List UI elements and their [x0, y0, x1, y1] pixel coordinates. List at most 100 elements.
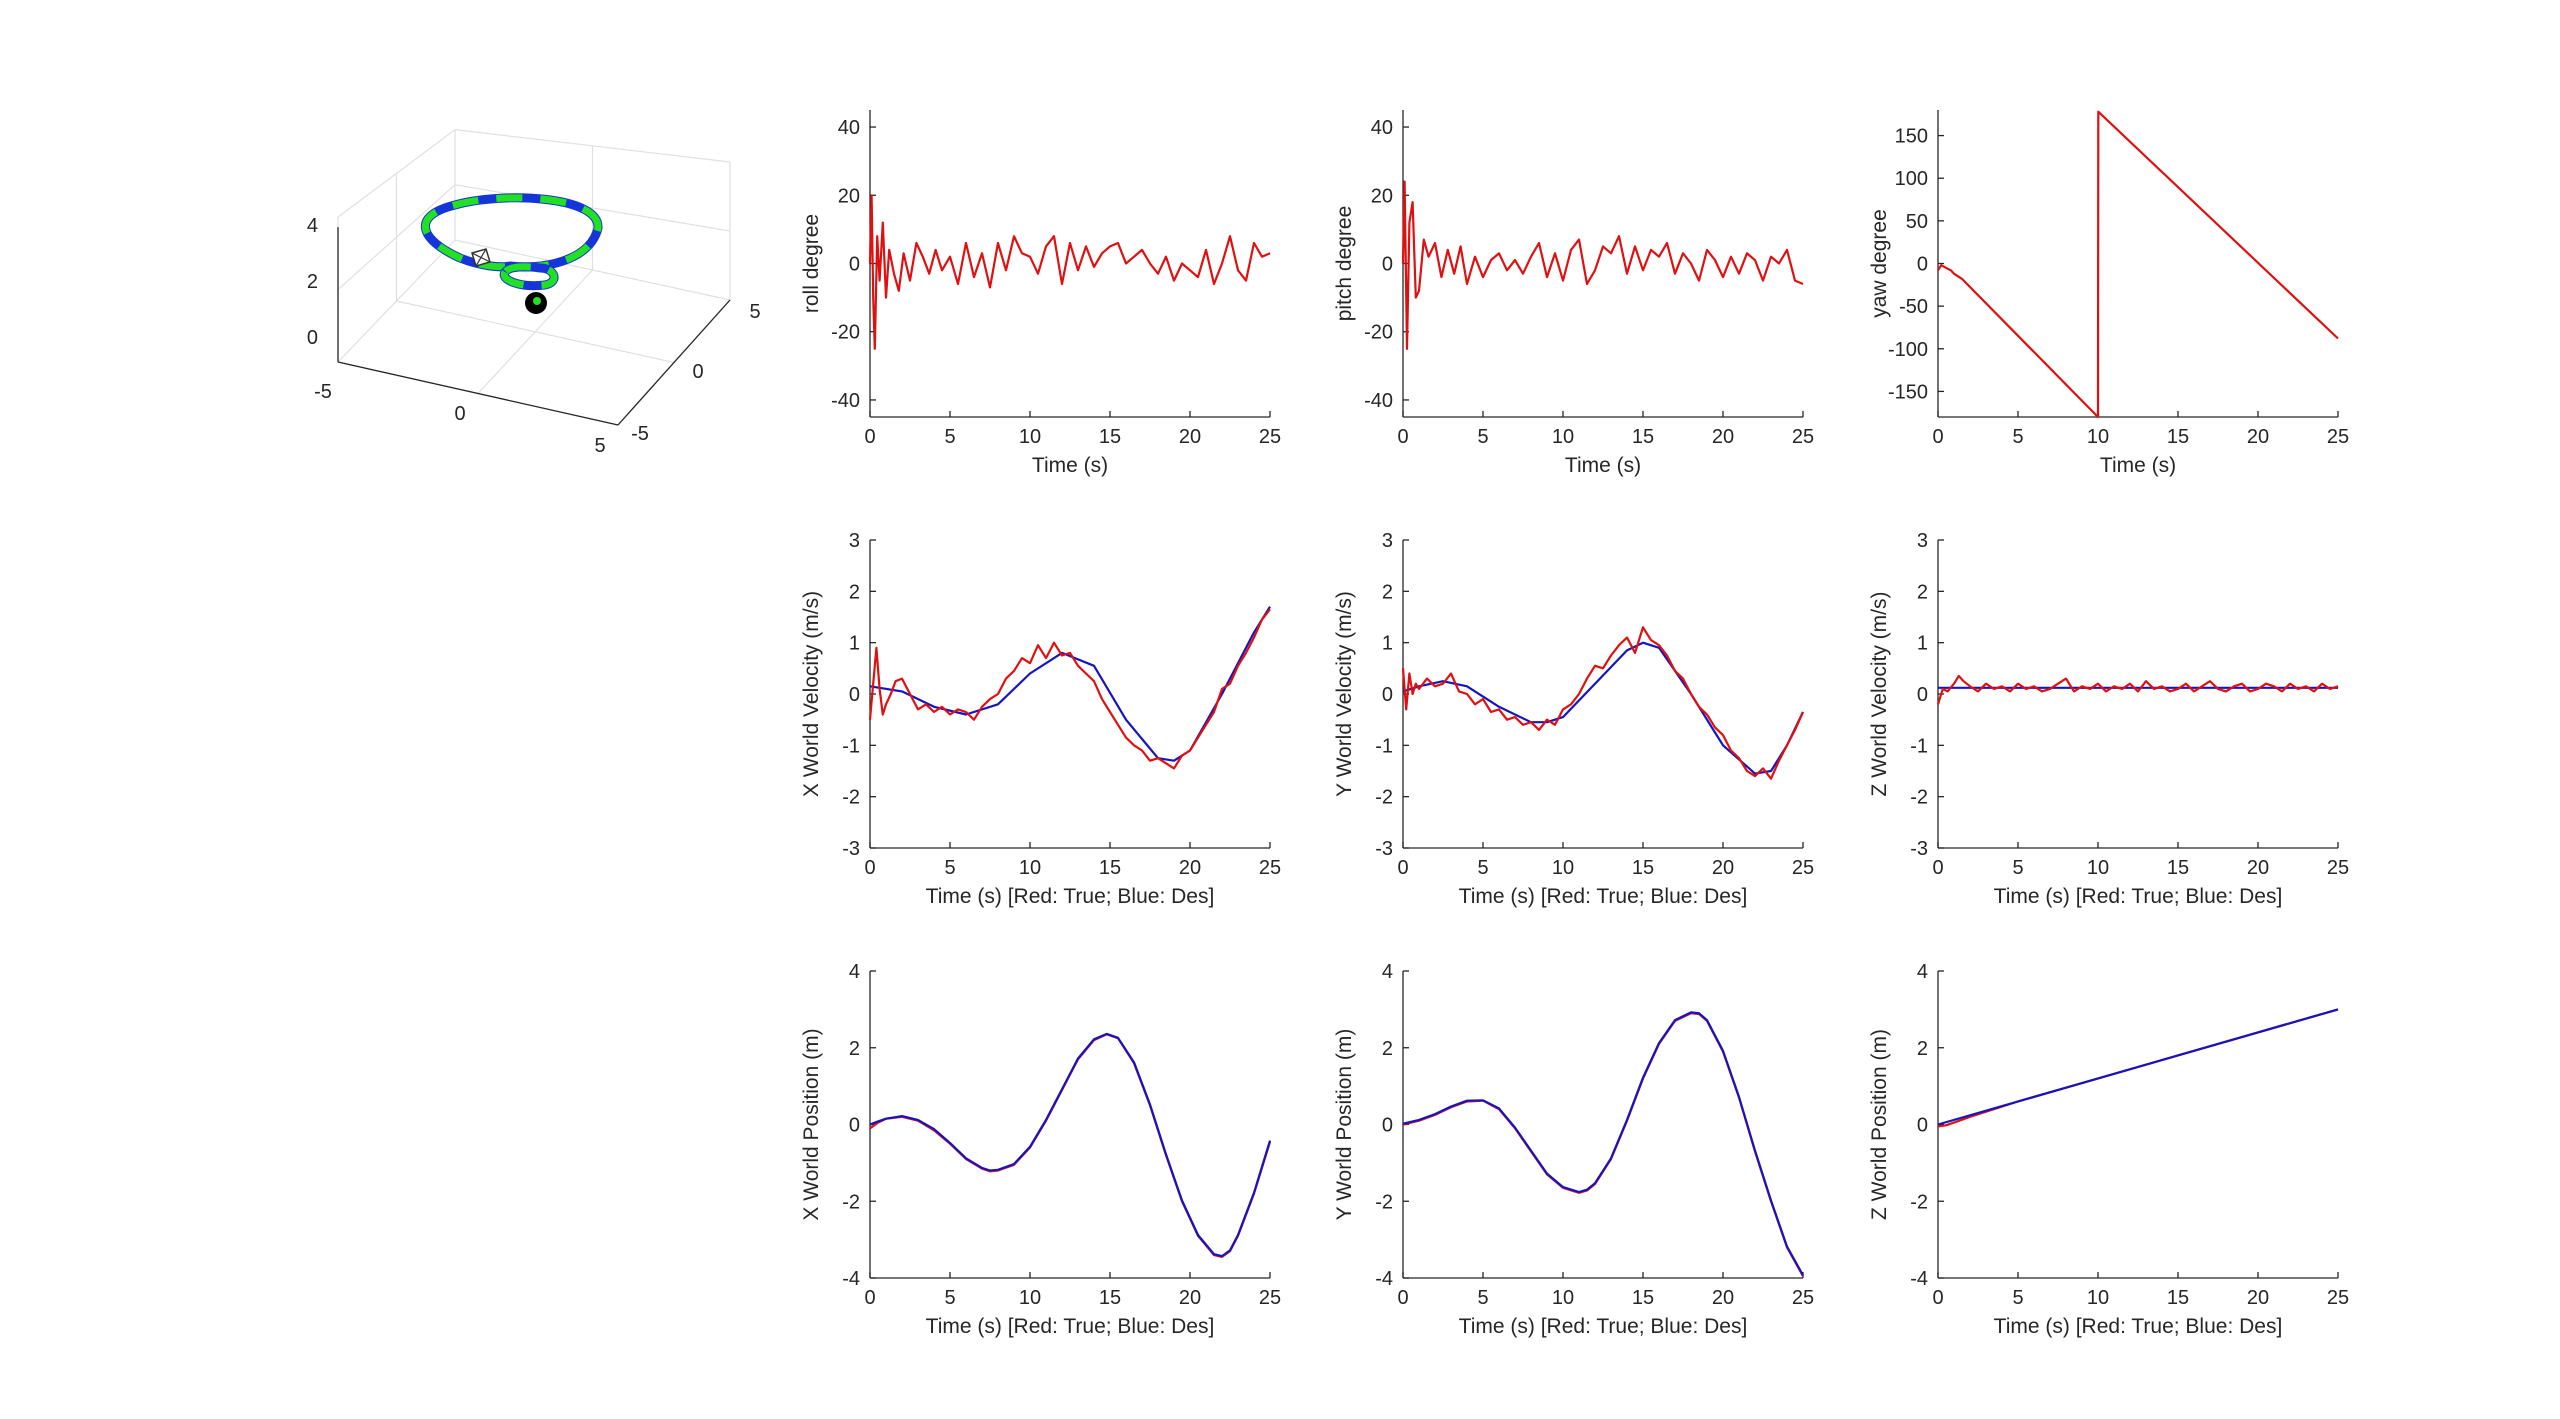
y-axis-label: pitch degree — [1333, 206, 1356, 322]
series-line-red — [1401, 180, 1804, 350]
x-tick-label: 20 — [2247, 857, 2269, 879]
subplot-zpos: 0 5 10 15 20 25 -4 -2 0 2 4 Time (s) [Red: True; Bl… — [1868, 961, 2349, 1338]
x-axis-label: Time (s) [Red: True; Blue: Des] — [926, 885, 1215, 908]
y-axis-label: yaw degree — [1868, 209, 1891, 318]
y-tick-label: -4 — [1910, 1268, 1928, 1290]
y-tick-label: -2 — [842, 787, 860, 809]
y-tick-label: -40 — [1364, 390, 1393, 412]
y-tick-label: 0 — [849, 254, 860, 276]
x-tick-label: 5 — [944, 1287, 955, 1309]
x-tick-label-3d: 5 — [594, 435, 605, 457]
x-tick-label: 25 — [2327, 1287, 2349, 1309]
y-tick-label: 4 — [1917, 961, 1928, 983]
x-tick-label: 15 — [2167, 426, 2189, 448]
y-tick-label: 0 — [1382, 1115, 1393, 1137]
subplot-zvel: 0 5 10 15 20 25 -3 -2 -1 0 1 2 3 Time (s) [Red: True;… — [1868, 530, 2349, 908]
y-tick-label: 1 — [849, 633, 860, 655]
subplot-yvel: 0 5 10 15 20 25 -3 -2 -1 0 1 2 3 Time (s) [Red: True;… — [1333, 530, 1814, 908]
series-line-red — [1402, 1012, 1804, 1277]
subplot-yaw: 0 5 10 15 20 25 -150 -100 -50 0 50 100 150 Time (s) ya… — [1868, 110, 2349, 477]
x-tick-label: 25 — [1259, 426, 1281, 448]
y-tick-label: 2 — [1917, 1038, 1928, 1060]
y-tick-label: 3 — [849, 530, 860, 552]
x-tick-label: 5 — [1477, 1287, 1488, 1309]
y-tick-label: 2 — [1382, 581, 1393, 603]
x-tick-label: 25 — [1792, 857, 1814, 879]
y-tick-label: 1 — [1917, 633, 1928, 655]
y-axis-label: roll degree — [800, 214, 823, 313]
y-tick-label: 2 — [849, 581, 860, 603]
y-tick-label: -40 — [831, 390, 860, 412]
y-tick-label: -3 — [1910, 838, 1928, 860]
trajectory-3d-view: -5 0 5 -5 0 5 0 2 4 — [307, 128, 761, 457]
y-tick-label: -2 — [1375, 1191, 1393, 1213]
x-tick-label: 25 — [1792, 1287, 1814, 1309]
y-tick-label: -4 — [1375, 1268, 1393, 1290]
y-tick-label: -20 — [831, 322, 860, 344]
y-tick-label: 2 — [1917, 581, 1928, 603]
y-tick-label: 0 — [1382, 254, 1393, 276]
quad-arm — [475, 248, 487, 267]
x-tick-label: 25 — [1792, 426, 1814, 448]
wall-grid-line — [337, 128, 731, 218]
x-tick-label: 0 — [1932, 426, 1943, 448]
y-tick-label: 40 — [1371, 117, 1393, 139]
x-tick-label: 20 — [1712, 426, 1734, 448]
y-tick-label: -50 — [1899, 296, 1928, 318]
y-tick-label: -1 — [1375, 735, 1393, 757]
floor-grid-line — [396, 300, 675, 364]
y-tick-label-3d: 5 — [749, 301, 760, 323]
y-tick-label-3d: 0 — [692, 361, 703, 383]
y-axis-label: Z World Position (m) — [1868, 1029, 1891, 1220]
y-tick-label: -1 — [842, 735, 860, 757]
x-tick-label: 15 — [1632, 1287, 1654, 1309]
y-tick-label: -2 — [1910, 787, 1928, 809]
x-tick-label: 5 — [2012, 426, 2023, 448]
x-tick-label: 25 — [2327, 426, 2349, 448]
x-tick-label: 10 — [1019, 426, 1041, 448]
quad-body — [471, 248, 491, 267]
end-marker — [525, 292, 547, 314]
y-tick-label: 4 — [849, 961, 860, 983]
x-tick-label: 5 — [2012, 857, 2023, 879]
y-tick-label: 0 — [1382, 684, 1393, 706]
x-tick-label: 0 — [1397, 857, 1408, 879]
x-tick-label: 20 — [2247, 426, 2269, 448]
x-tick-label: 0 — [864, 1287, 875, 1309]
x-tick-label: 10 — [1019, 1287, 1041, 1309]
y-tick-label: 150 — [1895, 126, 1928, 148]
x-axis-label: Time (s) — [1565, 454, 1641, 477]
x-tick-label: 15 — [1632, 857, 1654, 879]
y-tick-label: 100 — [1895, 168, 1928, 190]
series-line-red — [1401, 626, 1805, 780]
y-tick-label: -2 — [842, 1191, 860, 1213]
x-axis-label: Time (s) — [2100, 454, 2176, 477]
subplot-xvel: 0 5 10 15 20 25 -3 -2 -1 0 1 2 3 Time (s) [Red: True;… — [800, 530, 1281, 908]
x-tick-label: 5 — [1477, 426, 1488, 448]
x-tick-label: 10 — [2087, 1287, 2109, 1309]
y-tick-label: 4 — [1382, 961, 1393, 983]
x-tick-label: 10 — [1552, 1287, 1574, 1309]
x-axis-label: Time (s) [Red: True; Blue: Des] — [1994, 1315, 2283, 1338]
x-tick-label: 10 — [1552, 857, 1574, 879]
y-tick-label: 2 — [1382, 1038, 1393, 1060]
x-tick-label: 20 — [1712, 857, 1734, 879]
y-tick-label: 20 — [1371, 185, 1393, 207]
x-tick-label: 5 — [944, 426, 955, 448]
x-tick-label: 20 — [1179, 857, 1201, 879]
series-line-blue — [1402, 641, 1804, 775]
x-tick-label: 15 — [2167, 1287, 2189, 1309]
y-tick-label: -150 — [1888, 381, 1928, 403]
y-axis-label: Z World Velocity (m/s) — [1868, 592, 1891, 797]
x-tick-label: 5 — [944, 857, 955, 879]
series-line-red — [868, 608, 1271, 770]
x-tick-label: 10 — [1552, 426, 1574, 448]
y-tick-label: -20 — [1364, 322, 1393, 344]
series-line-red — [1937, 110, 2339, 419]
subplot-roll: 0 5 10 15 20 25 -40 -20 0 20 40 Time (s) roll degree — [800, 110, 1281, 477]
x-tick-label: 0 — [1932, 1287, 1943, 1309]
series-line-blue — [869, 606, 1271, 762]
y-tick-label: 0 — [1917, 254, 1928, 276]
x-axis-label: Time (s) [Red: True; Blue: Des] — [1459, 885, 1748, 908]
x-tick-label: 15 — [1099, 426, 1121, 448]
